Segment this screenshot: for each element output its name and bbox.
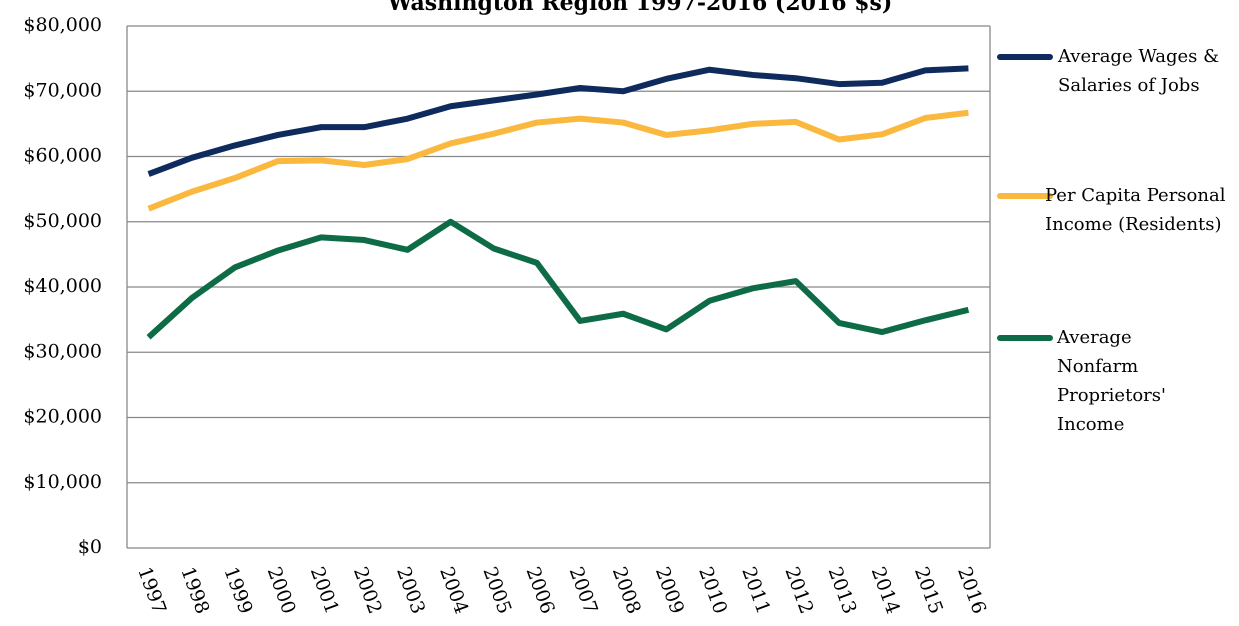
y-tick-label: $20,000 [23,406,102,428]
y-tick-label: $0 [78,536,102,558]
chart-title: Washington Region 1997-2016 (2016 $s) [387,0,893,16]
legend-label: Average Nonfarm Proprietors' Income [1057,327,1166,435]
x-tick-label: 2011 [737,564,774,617]
x-tick-label: 1999 [219,564,256,617]
y-tick-label: $80,000 [23,14,102,36]
x-tick-label: 1998 [176,564,213,617]
x-tick-label: 2001 [306,564,343,617]
y-tick-label: $30,000 [23,340,102,362]
x-tick-label: 2006 [522,564,559,617]
x-tick-label: 2014 [867,564,904,617]
x-tick-label: 1997 [133,564,170,617]
x-tick-label: 2002 [349,564,386,617]
x-tick-label: 2008 [608,564,645,617]
legend-label: Average Wages & Salaries of Jobs [1058,46,1220,96]
x-tick-label: 2013 [824,564,861,617]
series-line [146,218,970,340]
y-tick-label: $40,000 [23,275,102,297]
x-tick-label: 2012 [780,564,817,617]
y-tick-label: $70,000 [23,79,102,101]
y-tick-label: $50,000 [23,210,102,232]
y-tick-label: $60,000 [23,145,102,167]
legend-label: Per Capita Personal Income (Residents) [1045,185,1226,235]
x-tick-label: 2004 [435,564,472,617]
x-tick-label: 2010 [694,564,731,617]
x-tick-label: 2015 [910,564,947,617]
series-line [147,65,969,177]
x-tick-label: 2009 [651,564,688,617]
x-tick-label: 2005 [478,564,515,617]
x-tick-label: 2016 [953,564,990,617]
y-tick-label: $10,000 [23,471,102,493]
x-tick-label: 2007 [565,564,602,617]
x-tick-label: 2003 [392,564,429,617]
series-line [147,109,969,212]
x-tick-label: 2000 [263,564,300,617]
